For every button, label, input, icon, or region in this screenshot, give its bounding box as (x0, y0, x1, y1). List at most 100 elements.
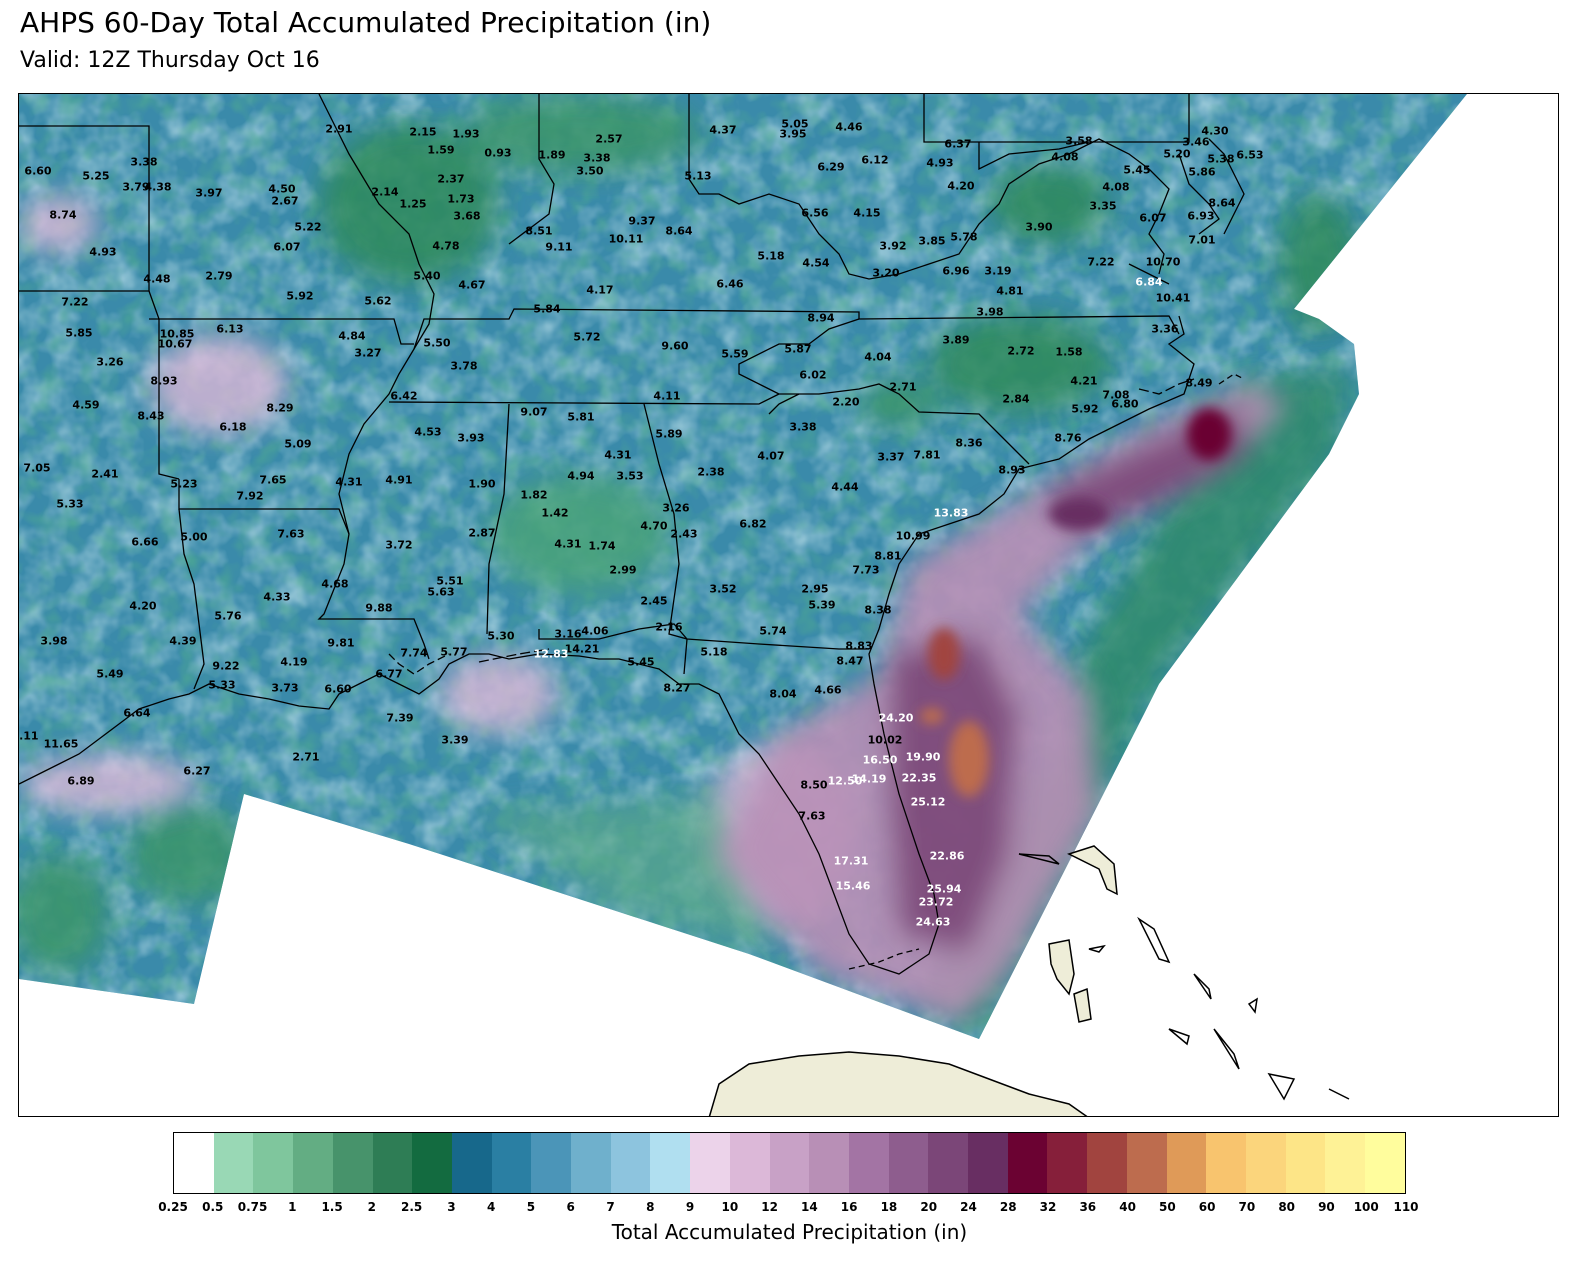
colorbar-segment (690, 1133, 730, 1193)
precip-value-label: 1.93 (452, 127, 480, 141)
precip-value-label: 8.50 (800, 778, 828, 792)
colorbar-tick-label: 6 (566, 1200, 575, 1214)
precip-value-label: 2.16 (655, 620, 683, 634)
precip-value-label: 6.46 (716, 277, 744, 291)
precip-value-label: 8.93 (150, 374, 178, 388)
colorbar-label: Total Accumulated Precipitation (in) (611, 1220, 968, 1244)
colorbar-tick-label: 14 (801, 1200, 818, 1214)
precip-value-label: 1.25 (399, 197, 427, 211)
precip-value-label: 5.18 (757, 249, 785, 263)
precip-value-label: 6.12 (861, 153, 889, 167)
precip-value-label: 2.15 (409, 125, 437, 139)
precip-value-label: 8.74 (49, 208, 77, 222)
colorbar-segment (1325, 1133, 1366, 1193)
precip-value-label: 5.87 (784, 342, 812, 356)
precip-value-label: 7.74 (400, 646, 428, 660)
precip-value-label: 25.94 (926, 882, 962, 896)
precip-value-label: 3.58 (1065, 134, 1093, 148)
precip-value-label: 3.98 (40, 634, 68, 648)
colorbar-tick-label: 10 (721, 1200, 739, 1214)
precip-value-label: 6.60 (24, 164, 52, 178)
precip-value-label: 25.12 (910, 795, 946, 809)
colorbar-tick-label: 60 (1198, 1200, 1216, 1214)
colorbar-tick-label: 70 (1238, 1200, 1256, 1214)
colorbar-label-container: Total Accumulated Precipitation (in) (0, 1220, 1579, 1244)
precip-value-label: 8.76 (1054, 431, 1082, 445)
precip-value-label: 10.99 (895, 529, 931, 543)
precip-value-label: 16.50 (862, 753, 898, 767)
precip-value-label: 6.60 (324, 682, 352, 696)
colorbar-segment (729, 1133, 770, 1193)
colorbar-tick-label: 32 (1039, 1200, 1057, 1214)
precip-value-label: 3.68 (453, 209, 481, 223)
precip-value-label: 3.93 (457, 431, 485, 445)
precip-value-label: 7.92 (236, 489, 264, 503)
colorbar-segment (1126, 1133, 1167, 1193)
precip-value-label: 10.41 (1155, 291, 1191, 305)
precip-value-label: 6.66 (131, 535, 159, 549)
bahamas-islands (1018, 845, 1350, 1101)
precip-value-label: 6.89 (67, 774, 95, 788)
precip-value-label: 6.11 (19, 729, 39, 743)
colorbar-tick-label: 3 (447, 1200, 456, 1214)
precip-value-label: 3.50 (576, 164, 604, 178)
precip-value-label: 5.33 (56, 497, 84, 511)
precip-value-label: 3.38 (789, 420, 817, 434)
precip-value-label: 5.40 (413, 269, 441, 283)
precip-value-label: 3.95 (779, 127, 807, 141)
precip-value-label: 9.81 (327, 636, 355, 650)
colorbar-tick-label: 20 (920, 1200, 938, 1214)
precip-value-label: 2.43 (670, 527, 698, 541)
precip-value-label: 3.38 (583, 151, 611, 165)
colorbar-segment (1166, 1133, 1207, 1193)
precip-value-label: 8.49 (1185, 376, 1213, 390)
precip-value-label: 4.08 (1102, 180, 1130, 194)
precip-value-label: 5.39 (808, 598, 836, 612)
precip-value-label: 2.67 (271, 194, 299, 208)
colorbar-tick-label: 36 (1079, 1200, 1097, 1214)
precip-value-label: 3.52 (709, 582, 737, 596)
precip-value-label: 4.15 (853, 206, 881, 220)
colorbar-segment (491, 1133, 532, 1193)
precip-value-label: 7.22 (61, 295, 89, 309)
colorbar-tick-label: 28 (999, 1200, 1017, 1214)
precip-value-label: 19.90 (905, 750, 941, 764)
precip-value-label: 4.68 (321, 577, 349, 591)
precip-value-label: 8.43 (137, 409, 165, 423)
precip-value-label: 4.59 (72, 398, 100, 412)
precip-value-label: 4.04 (864, 350, 892, 364)
precip-value-label: 23.72 (918, 895, 954, 909)
precip-value-label: 4.33 (263, 590, 291, 604)
precip-value-label: 6.13 (216, 322, 244, 336)
precip-value-label: 9.11 (545, 240, 573, 254)
precip-value-label: 5.45 (1123, 163, 1151, 177)
precip-value-label: 14.21 (564, 642, 600, 656)
precip-value-label: 3.78 (450, 359, 478, 373)
precip-value-label: 2.99 (609, 563, 637, 577)
precip-value-label: 7.08 (1102, 388, 1130, 402)
precip-value-label: 8.51 (525, 224, 553, 238)
precip-value-label: 4.17 (586, 283, 614, 297)
precip-value-label: 4.70 (640, 519, 668, 533)
precip-value-label: 24.63 (915, 915, 951, 929)
precip-value-label: 1.74 (588, 539, 616, 553)
precip-value-label: 8.47 (836, 654, 864, 668)
colorbar-tick-label: 2 (367, 1200, 377, 1214)
colorbar-segment (928, 1133, 969, 1193)
precip-value-label: 3.73 (271, 681, 299, 695)
precip-value-label: 4.78 (432, 239, 460, 253)
precip-value-label: 3.79 (122, 180, 150, 194)
precip-value-label: 4.37 (709, 123, 737, 137)
precip-value-label: 3.72 (385, 538, 413, 552)
colorbar-segment (968, 1133, 1008, 1193)
precip-value-label: 5.92 (286, 289, 314, 303)
precip-value-label: 5.45 (627, 655, 655, 669)
colorbar-segment (213, 1133, 254, 1193)
precip-value-label: 1.42 (541, 506, 569, 520)
precip-value-label: 5.33 (208, 678, 236, 692)
precip-value-label: 6.56 (801, 206, 829, 220)
precip-value-label: 6.07 (273, 240, 301, 254)
colorbar-segment (769, 1133, 810, 1193)
precip-value-label: 5.51 (436, 574, 464, 588)
precip-value-label: 1.89 (538, 148, 566, 162)
